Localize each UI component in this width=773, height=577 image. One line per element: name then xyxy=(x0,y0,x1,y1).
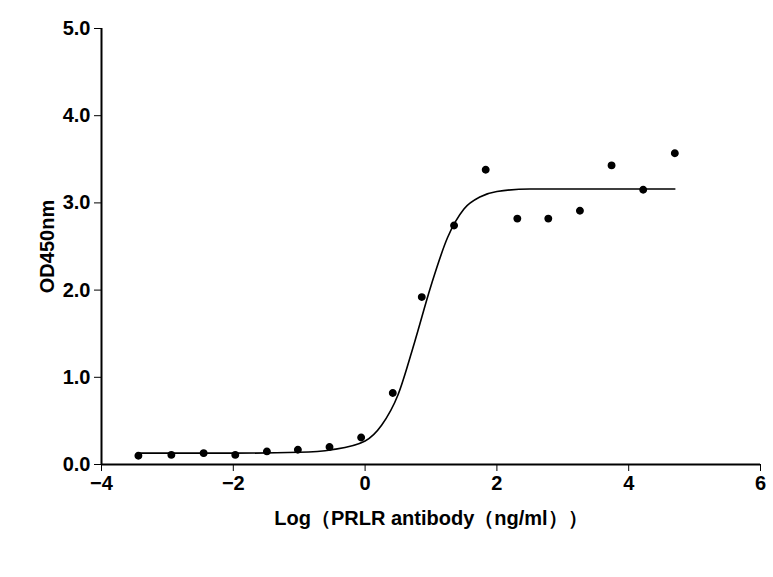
svg-text:2.0: 2.0 xyxy=(63,279,91,301)
svg-text:−4: −4 xyxy=(90,472,114,494)
svg-text:2: 2 xyxy=(491,472,502,494)
svg-text:0: 0 xyxy=(360,472,371,494)
svg-text:5.0: 5.0 xyxy=(63,17,91,39)
svg-text:4.0: 4.0 xyxy=(63,104,91,126)
svg-text:−2: −2 xyxy=(222,472,245,494)
svg-text:Log（PRLR antibody（ng/ml））: Log（PRLR antibody（ng/ml）） xyxy=(274,507,587,529)
svg-text:OD450nm: OD450nm xyxy=(36,200,58,293)
svg-text:0.0: 0.0 xyxy=(63,453,91,475)
svg-text:4: 4 xyxy=(623,472,635,494)
svg-text:6: 6 xyxy=(755,472,766,494)
svg-text:3.0: 3.0 xyxy=(63,191,91,213)
svg-text:1.0: 1.0 xyxy=(63,366,91,388)
